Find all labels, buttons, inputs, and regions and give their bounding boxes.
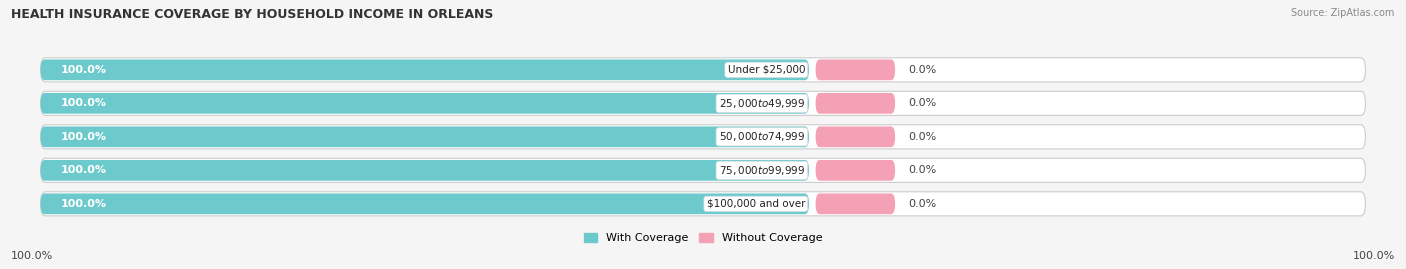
Text: $75,000 to $99,999: $75,000 to $99,999 bbox=[718, 164, 806, 177]
FancyBboxPatch shape bbox=[815, 126, 896, 147]
Text: 100.0%: 100.0% bbox=[1353, 251, 1395, 261]
Text: $25,000 to $49,999: $25,000 to $49,999 bbox=[718, 97, 806, 110]
Text: $100,000 and over: $100,000 and over bbox=[707, 199, 806, 209]
Text: 100.0%: 100.0% bbox=[60, 165, 107, 175]
FancyBboxPatch shape bbox=[41, 93, 808, 114]
FancyBboxPatch shape bbox=[815, 59, 896, 80]
Text: Under $25,000: Under $25,000 bbox=[727, 65, 806, 75]
FancyBboxPatch shape bbox=[41, 59, 808, 80]
Text: Source: ZipAtlas.com: Source: ZipAtlas.com bbox=[1291, 8, 1395, 18]
Text: 100.0%: 100.0% bbox=[60, 132, 107, 142]
FancyBboxPatch shape bbox=[815, 93, 896, 114]
FancyBboxPatch shape bbox=[41, 126, 808, 147]
FancyBboxPatch shape bbox=[41, 91, 1365, 115]
Text: 100.0%: 100.0% bbox=[11, 251, 53, 261]
FancyBboxPatch shape bbox=[41, 125, 1365, 149]
FancyBboxPatch shape bbox=[815, 193, 896, 214]
Legend: With Coverage, Without Coverage: With Coverage, Without Coverage bbox=[579, 228, 827, 247]
FancyBboxPatch shape bbox=[41, 58, 1365, 82]
Text: 0.0%: 0.0% bbox=[908, 165, 936, 175]
Text: 100.0%: 100.0% bbox=[60, 98, 107, 108]
FancyBboxPatch shape bbox=[41, 160, 808, 181]
FancyBboxPatch shape bbox=[815, 160, 896, 181]
Text: 0.0%: 0.0% bbox=[908, 199, 936, 209]
FancyBboxPatch shape bbox=[41, 158, 1365, 182]
Text: $50,000 to $74,999: $50,000 to $74,999 bbox=[718, 130, 806, 143]
Text: 0.0%: 0.0% bbox=[908, 65, 936, 75]
Text: HEALTH INSURANCE COVERAGE BY HOUSEHOLD INCOME IN ORLEANS: HEALTH INSURANCE COVERAGE BY HOUSEHOLD I… bbox=[11, 8, 494, 21]
FancyBboxPatch shape bbox=[41, 193, 808, 214]
Text: 0.0%: 0.0% bbox=[908, 132, 936, 142]
Text: 100.0%: 100.0% bbox=[60, 199, 107, 209]
Text: 100.0%: 100.0% bbox=[60, 65, 107, 75]
Text: 0.0%: 0.0% bbox=[908, 98, 936, 108]
FancyBboxPatch shape bbox=[41, 192, 1365, 216]
